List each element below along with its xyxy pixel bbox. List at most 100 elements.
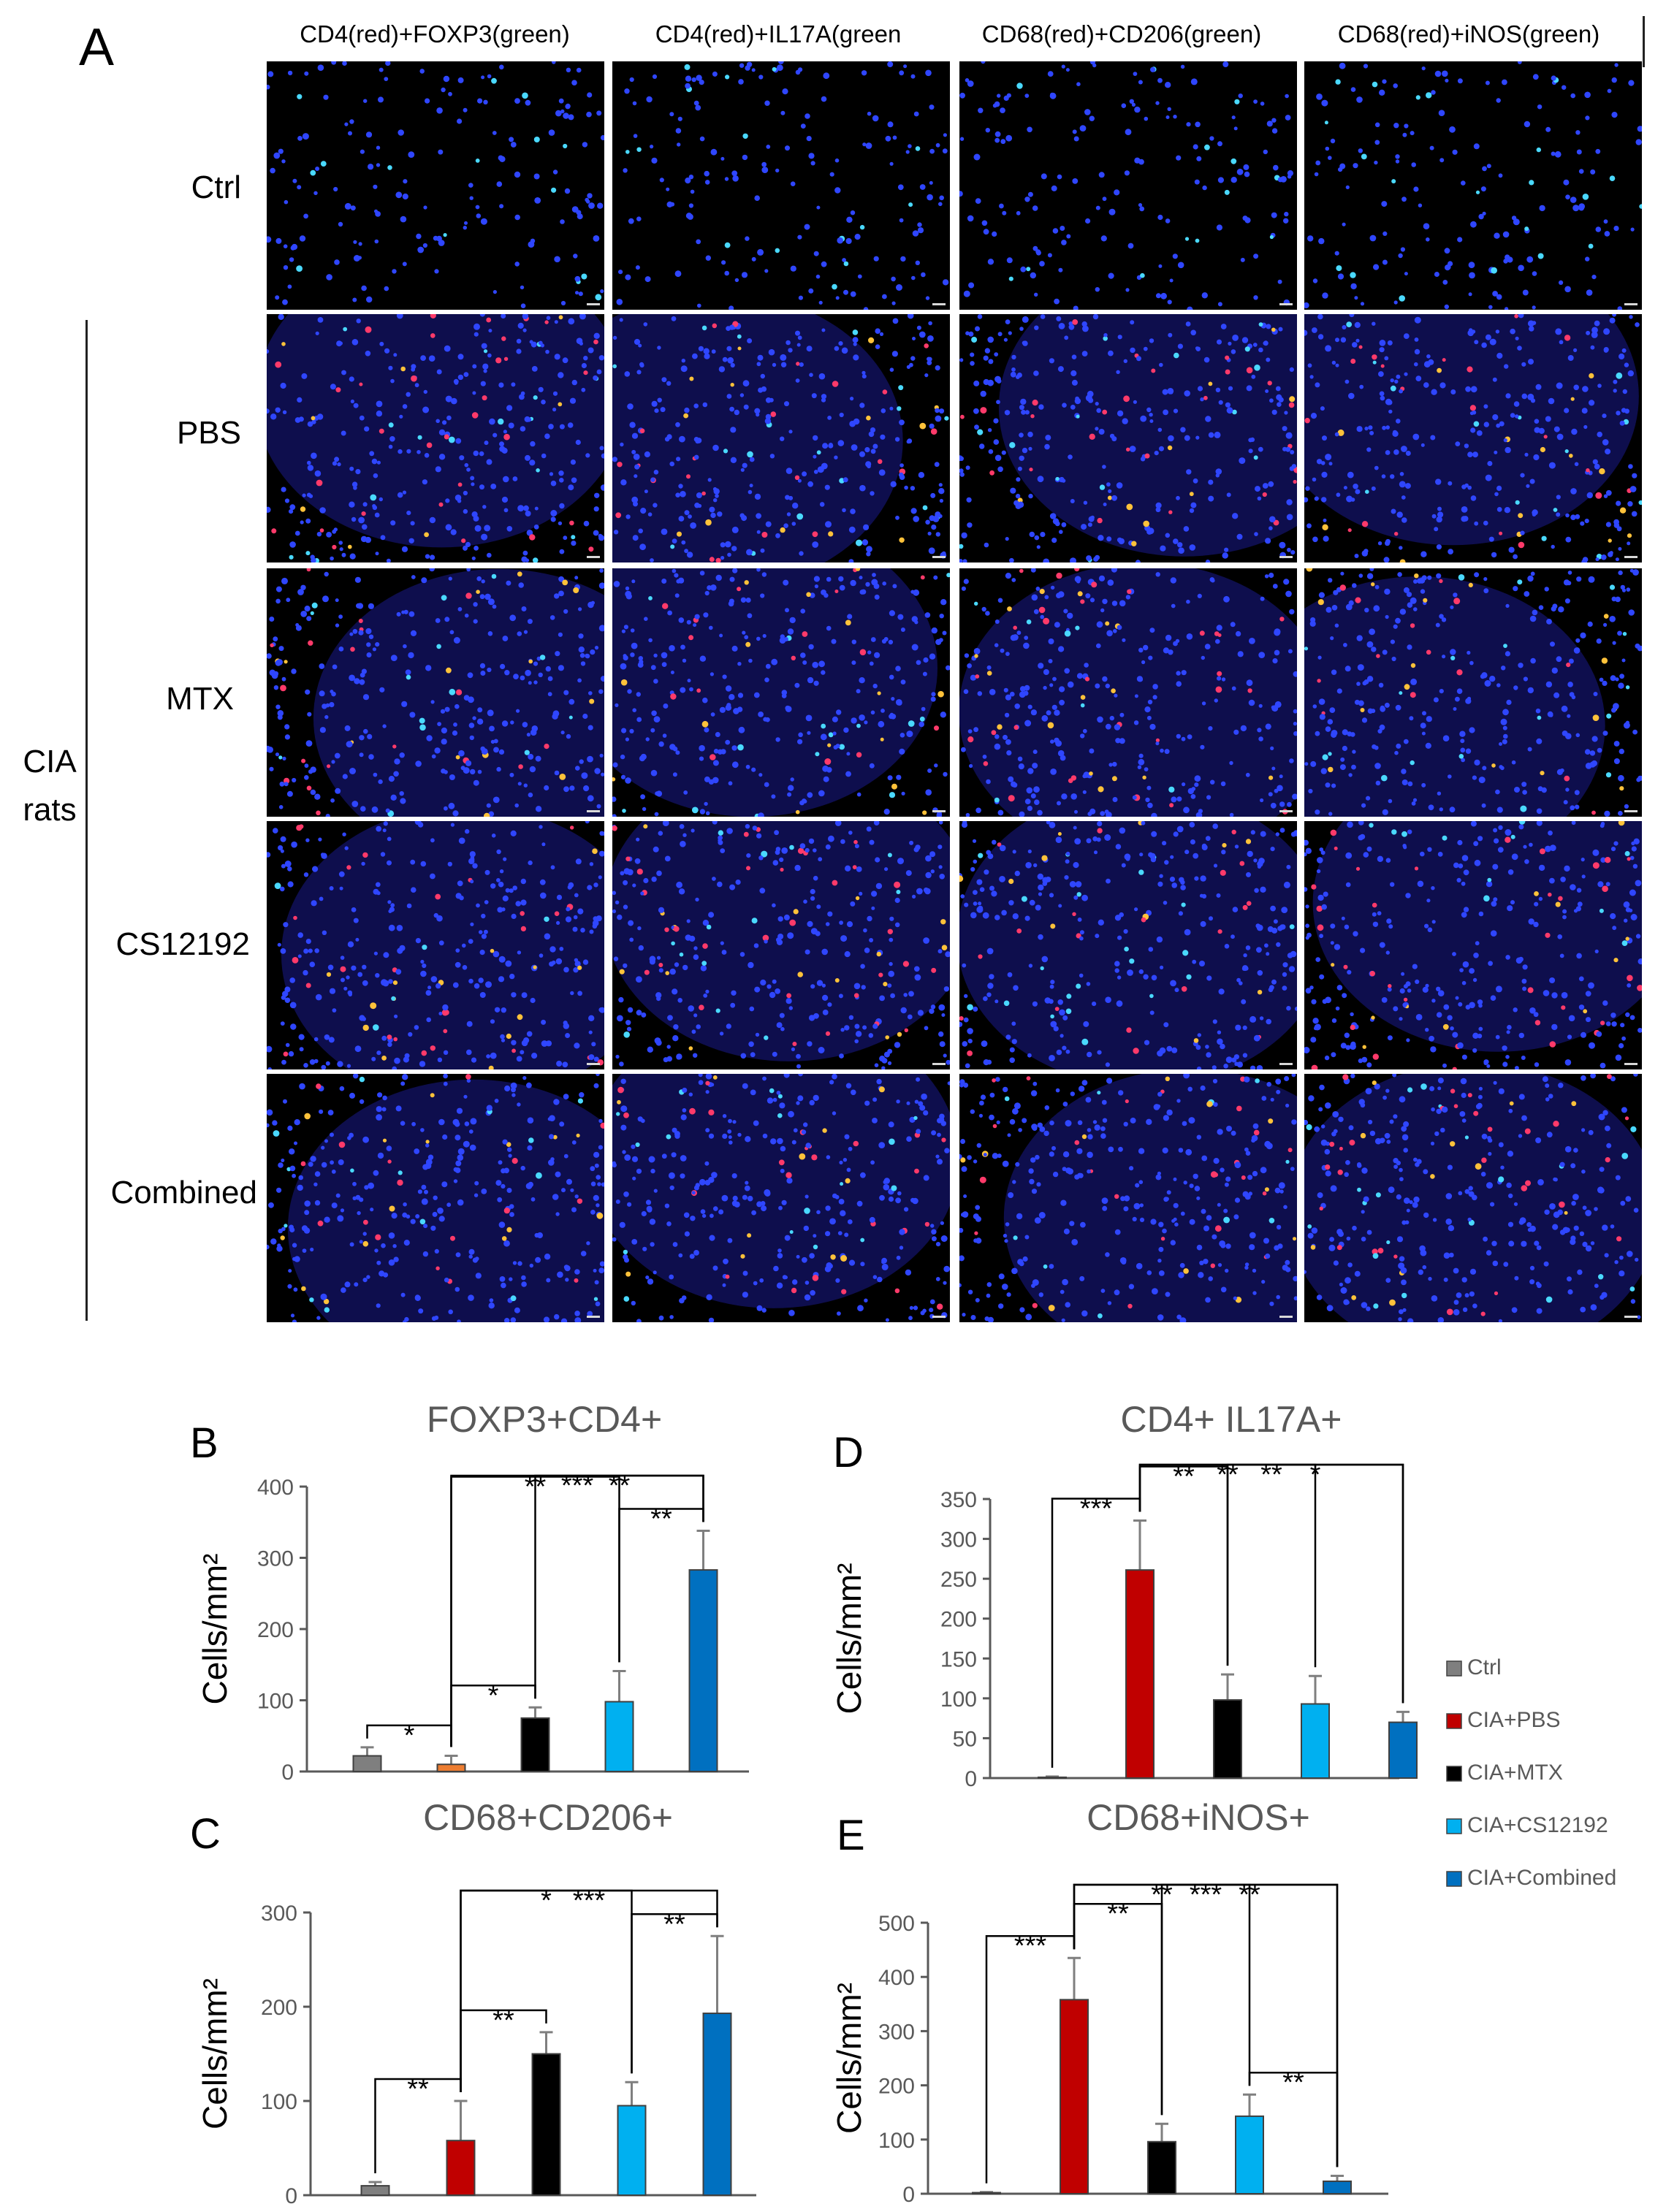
chart-b-y-tick-label: 0 (281, 1761, 294, 1785)
micrograph-4-4 (1304, 821, 1642, 1069)
chart-c-significance-label: ** (663, 1909, 685, 1940)
cia-group-bracket (85, 320, 88, 1321)
chart-c-bar-ctrl (360, 2185, 390, 2196)
scale-bar (1624, 556, 1638, 558)
chart-d-y-tick-label: 50 (953, 1727, 977, 1751)
chart-e-bar-ctrl (972, 2192, 1001, 2194)
chart-e-y-tick-label: 100 (878, 2129, 915, 2153)
micrograph-1-2 (612, 61, 950, 310)
chart-b-y-tick-label: 400 (257, 1476, 294, 1500)
chart-c-bar-cia-combined (702, 2013, 732, 2197)
scale-bar (932, 1063, 946, 1065)
micrograph-1-3 (959, 61, 1297, 310)
column-header-3: CD68(red)+CD206(green) (981, 20, 1262, 47)
chart-d-panel-letter: D (833, 1429, 864, 1476)
micrograph-4-1 (267, 821, 604, 1069)
chart-e-panel-letter: E (837, 1812, 865, 1859)
panel-a-letter: A (79, 18, 115, 77)
chart-d-significance-label: * (1310, 1460, 1321, 1490)
scale-bar (1279, 556, 1293, 558)
chart-b-y-axis-label: Cells/mm² (196, 1554, 234, 1705)
scale-bar (587, 556, 600, 558)
chart-e-bar-cia-pbs (1060, 1999, 1089, 2194)
column-header-4: CD68(red)+iNOS(green) (1337, 20, 1600, 47)
scale-bar (932, 303, 946, 305)
chart-d-bar-cia-pbs (1125, 1569, 1155, 1779)
chart-d-bar-ctrl (1038, 1776, 1067, 1779)
legend-swatch-cia-combined (1446, 1871, 1462, 1887)
chart-b-significance-bracket (450, 1474, 704, 1747)
chart-c-bar-cia-mtx (531, 2053, 561, 2196)
scale-bar (1279, 1316, 1293, 1318)
scale-bar (932, 1316, 946, 1318)
legend-swatch-cia-pbs (1446, 1713, 1462, 1729)
legend-label-ctrl: Ctrl (1467, 1655, 1502, 1679)
chart-d-y-tick-label: 0 (965, 1767, 977, 1791)
scale-bar (587, 1316, 600, 1318)
scale-bar (1624, 1063, 1638, 1065)
chart-d-y-tick-label: 250 (940, 1568, 977, 1592)
chart-c-significance-label: *** (573, 1885, 606, 1916)
legend-label-cia-mtx: CIA+MTX (1467, 1761, 1563, 1785)
micrograph-2-4 (1304, 314, 1642, 562)
row-label-mtx: MTX (166, 681, 234, 717)
chart-d-y-tick-label: 350 (940, 1488, 977, 1512)
chart-b-bar-cia-cs12192 (604, 1701, 634, 1773)
chart-d-y-tick-label: 100 (940, 1687, 977, 1712)
chart-b-bar-cia-mtx (520, 1717, 550, 1772)
chart-c-significance-bracket (460, 1889, 718, 2092)
chart-b-title: FOXP3+CD4+ (427, 1399, 662, 1440)
scale-bar (932, 556, 946, 558)
micrograph-1-1 (267, 61, 604, 310)
chart-b-y-tick-label: 100 (257, 1690, 294, 1714)
chart-e-bar-cia-combined (1323, 2180, 1352, 2194)
chart-b-significance-label: ** (650, 1503, 672, 1534)
chart-e-y-axis-label: Cells/mm² (830, 1983, 868, 2134)
chart-e-bar-cia-mtx (1147, 2140, 1176, 2194)
scale-bar (587, 1063, 600, 1065)
chart-c-y-tick-label: 300 (261, 1902, 297, 1926)
chart-c-title: CD68+CD206+ (423, 1797, 673, 1838)
chart-e-y-tick-label: 500 (878, 1912, 915, 1936)
chart-b-panel-letter: B (190, 1419, 218, 1467)
panel-a-right-divider (1643, 16, 1645, 67)
micrograph-5-1 (267, 1074, 604, 1322)
micrograph-5-4 (1304, 1074, 1642, 1322)
scale-bar (1279, 1063, 1293, 1065)
legend-swatch-ctrl (1446, 1660, 1462, 1677)
row-label-ctrl: Ctrl (191, 169, 241, 205)
chart-b-bar-cia-combined (688, 1569, 718, 1772)
chart-c-significance-label: * (541, 1885, 552, 1916)
chart-c-bar-cia-pbs (446, 2140, 476, 2197)
chart-d-y-axis-label: Cells/mm² (830, 1563, 868, 1715)
chart-e-title: CD68+iNOS+ (1087, 1797, 1310, 1838)
chart-c-bar-cia-cs12192 (617, 2105, 647, 2196)
scale-bar (587, 810, 600, 812)
chart-c-y-axis-label: Cells/mm² (196, 1978, 234, 2129)
scale-bar (587, 303, 600, 305)
row-label-combined: Combined (110, 1175, 257, 1210)
chart-d-y-tick-label: 300 (940, 1528, 977, 1552)
micrograph-1-4 (1304, 61, 1642, 310)
micrograph-3-2 (612, 568, 950, 817)
micrograph-3-1 (267, 568, 604, 817)
chart-b-bar-ctrl (352, 1755, 382, 1772)
column-header-1: CD4(red)+FOXP3(green) (300, 20, 570, 47)
chart-e-significance-label: *** (1014, 1931, 1047, 1961)
legend-label-cia-pbs: CIA+PBS (1467, 1708, 1561, 1732)
legend-label-cia-combined: CIA+Combined (1467, 1866, 1616, 1890)
micrograph-4-3 (959, 821, 1297, 1069)
chart-d-y-tick-label: 150 (940, 1647, 977, 1671)
chart-e-significance-bracket (1073, 1883, 1339, 2167)
chart-c-panel-letter: C (190, 1810, 221, 1858)
chart-d-significance-label: ** (1260, 1460, 1282, 1490)
chart-c-significance-label: ** (407, 2074, 429, 2105)
column-header-2: CD4(red)+IL17A(green (655, 20, 902, 47)
chart-c-y-tick-label: 100 (261, 2090, 297, 2114)
chart-e-significance-label: ** (1107, 1899, 1129, 1929)
legend-label-cia-cs12192: CIA+CS12192 (1467, 1813, 1608, 1837)
micrograph-2-2 (612, 314, 950, 562)
chart-d-y-tick-label: 200 (940, 1608, 977, 1632)
micrograph-3-4 (1304, 568, 1642, 817)
chart-e-y-tick-label: 200 (878, 2075, 915, 2099)
